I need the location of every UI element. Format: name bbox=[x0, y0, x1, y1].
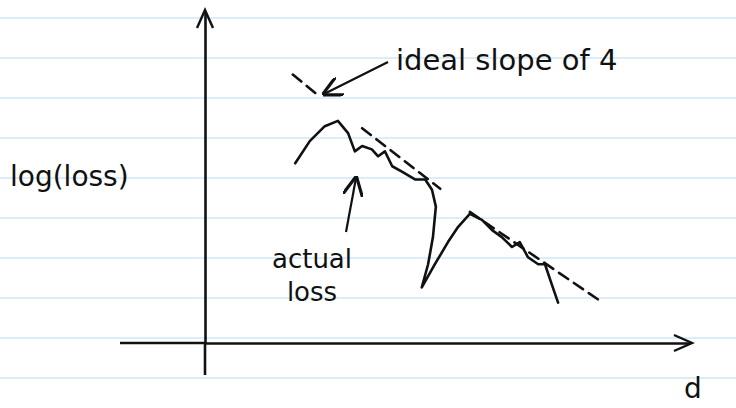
paper-lines bbox=[0, 18, 736, 378]
line bbox=[295, 121, 558, 303]
y-arrowhead bbox=[197, 10, 213, 28]
paper-line bbox=[0, 137, 736, 138]
annotations: ideal slope of 4 actualloss bbox=[272, 43, 617, 307]
paper-line bbox=[0, 97, 736, 98]
axis-extension bbox=[120, 342, 205, 345]
axis-arrows bbox=[120, 10, 692, 375]
annotation-arrow bbox=[346, 178, 356, 232]
axis-line bbox=[204, 13, 207, 344]
y-axis-title: log(loss) bbox=[10, 160, 129, 193]
x-axis-title: d bbox=[684, 372, 702, 405]
x-arrowhead bbox=[674, 335, 692, 351]
y-axis bbox=[205, 13, 206, 344]
paper-line bbox=[0, 217, 736, 218]
paper-line bbox=[0, 17, 736, 18]
x-axis bbox=[206, 343, 691, 344]
axis-line bbox=[206, 342, 691, 345]
paper-line bbox=[0, 377, 736, 378]
paper-line bbox=[0, 57, 736, 58]
chart: log(loss) d ideal slope of 4 actualloss bbox=[0, 0, 736, 408]
annotation: actualloss bbox=[272, 244, 352, 307]
paper-line bbox=[0, 257, 736, 258]
annotation: ideal slope of 4 bbox=[396, 43, 617, 77]
paper-line bbox=[0, 297, 736, 298]
axis-extension bbox=[204, 343, 207, 375]
annotation-arrow bbox=[324, 62, 388, 94]
paper-line bbox=[0, 337, 736, 338]
